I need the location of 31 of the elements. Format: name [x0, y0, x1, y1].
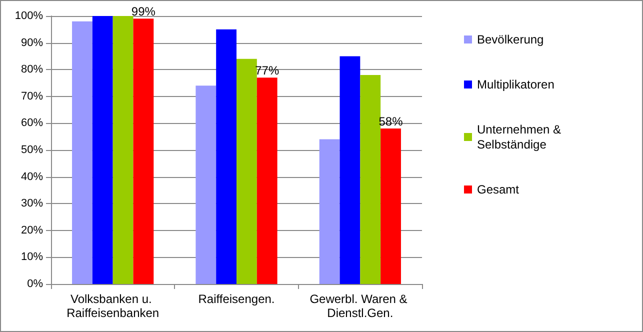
legend-label: Unternehmen & Selbständige [477, 122, 564, 152]
x-tick-label: Volksbanken u. Raiffeisenbanken [66, 292, 160, 320]
x-tick-label: Gewerbl. Waren & Dienstl.Gen. [310, 292, 411, 320]
x-tick-label: Raiffeisengen. [198, 292, 275, 306]
y-tick-label: 80% [20, 64, 44, 76]
bar [72, 21, 92, 284]
bar [133, 18, 154, 284]
bar [319, 139, 340, 284]
bar [92, 16, 113, 284]
bar [196, 86, 216, 284]
bar [216, 29, 236, 284]
legend-label: Gesamt [477, 182, 520, 196]
y-tick-label: 70% [20, 90, 44, 102]
y-tick-label: 20% [20, 224, 44, 236]
data-label: 99% [131, 4, 156, 19]
bar [380, 128, 401, 284]
bar [236, 58, 257, 284]
y-tick-label: 50% [20, 144, 44, 156]
y-tick-label: 30% [20, 198, 44, 210]
bar [112, 16, 134, 284]
y-tick-label: 100% [14, 10, 44, 22]
y-tick-label: 60% [20, 117, 44, 130]
bar [360, 74, 381, 284]
y-tick-label: 10% [20, 251, 44, 264]
legend-label: Bevölkerung [477, 32, 544, 46]
y-tick-label: 0% [27, 278, 44, 290]
y-tick-label: 90% [20, 36, 44, 49]
bar [256, 78, 278, 284]
bar [340, 56, 360, 284]
y-tick-label: 40% [20, 170, 44, 183]
legend-label: Multiplikatoren [477, 78, 554, 92]
